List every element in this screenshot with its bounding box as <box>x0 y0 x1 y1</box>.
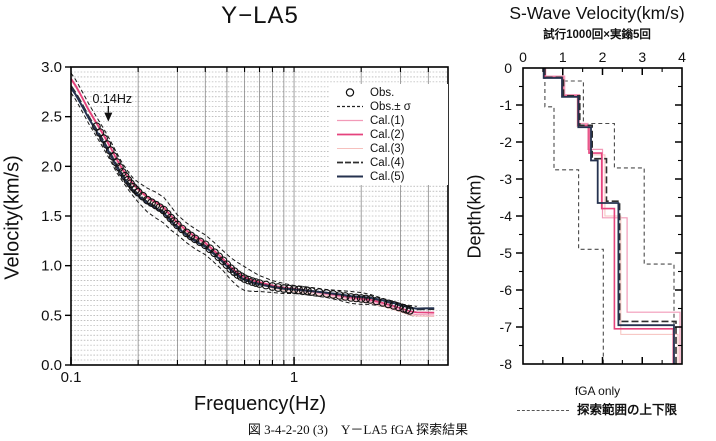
obs-points <box>92 122 415 315</box>
svg-text:-5: -5 <box>500 245 513 261</box>
legend-item-2: Obs.± σ <box>330 100 448 113</box>
legend-label: Obs. <box>370 86 395 99</box>
left-chart-legend: Obs. Obs.± σ Cal.(1) Cal.(2) Cal.(3) Cal.(4) C… <box>330 84 448 185</box>
svg-text:0.1: 0.1 <box>61 369 82 386</box>
figure-caption: 図 3-4-2-20 (3) Y－LA5 fGA 探索結果 <box>247 422 469 437</box>
svg-text:2.0: 2.0 <box>41 158 62 175</box>
legend-symbol-line <box>330 115 370 126</box>
left-x-axis-label: Frequency(Hz) <box>193 393 327 415</box>
profile-cal--5- <box>542 68 675 364</box>
profile-search-range-lower <box>544 68 604 364</box>
profile-cal--4- <box>544 68 677 364</box>
right-axes: 0 1 2 3 4 0 -1 -2 -3 -4 -5 -6 -7 -8 <box>500 49 687 372</box>
left-chart-title: Y−LA5 <box>221 2 299 29</box>
svg-text:0: 0 <box>519 49 527 65</box>
legend-item-3: Cal.(1) <box>330 114 448 127</box>
svg-text:0.5: 0.5 <box>41 307 62 324</box>
svg-text:2: 2 <box>599 49 607 65</box>
svg-text:-1: -1 <box>500 97 513 113</box>
svg-text:0: 0 <box>504 60 512 76</box>
search-range-legend: 探索範囲の上下限 <box>478 399 716 418</box>
right-chart-title: S-Wave Velocity(km/s) <box>509 3 685 23</box>
svg-text:1.5: 1.5 <box>41 208 62 225</box>
legend-symbol-line <box>330 129 370 140</box>
legend-symbol-circle <box>330 87 370 98</box>
profile-cal--3- <box>543 68 679 364</box>
legend-label: Cal.(4) <box>370 156 405 169</box>
svg-text:-7: -7 <box>500 319 513 335</box>
legend-item-1: Obs. <box>330 86 448 99</box>
legend-label: Cal.(3) <box>370 142 405 155</box>
left-y-axis-label: Velocity(km/s) <box>1 155 24 280</box>
legend-symbol-line <box>330 171 370 182</box>
legend-label: Obs.± σ <box>370 100 411 113</box>
svg-text:4: 4 <box>678 49 686 65</box>
profile-cal--1- <box>545 68 681 364</box>
right-y-axis-label: Depth(km) <box>464 174 485 259</box>
legend-item-5: Cal.(3) <box>330 142 448 155</box>
legend-label: Cal.(5) <box>370 170 405 183</box>
svg-text:-6: -6 <box>500 282 513 298</box>
search-range-legend-label: 探索範囲の上下限 <box>576 403 677 417</box>
fga-only-label: fGA only <box>574 384 621 398</box>
svg-text:1: 1 <box>290 369 298 386</box>
legend-label: Cal.(1) <box>370 114 405 127</box>
svg-text:3: 3 <box>638 49 646 65</box>
svg-text:0.14Hz: 0.14Hz <box>93 92 133 106</box>
svg-text:3.0: 3.0 <box>41 59 62 76</box>
legend-symbol-line <box>330 143 370 154</box>
svg-text:-4: -4 <box>500 208 513 224</box>
legend-item-7: Cal.(5) <box>330 170 448 183</box>
svg-text:1: 1 <box>559 49 567 65</box>
left-axes: 0.0 0.5 1.0 1.5 2.0 2.5 3.0 0.1 1 <box>41 59 449 386</box>
cal-curve-3 <box>70 78 435 314</box>
dashed-line-sample <box>516 409 569 412</box>
svg-text:2.5: 2.5 <box>41 109 62 126</box>
profile-search-range-upper <box>562 68 675 364</box>
legend-item-4: Cal.(2) <box>330 128 448 141</box>
legend-label: Cal.(2) <box>370 128 405 141</box>
legend-item-6: Cal.(4) <box>330 156 448 169</box>
legend-symbol-dashed <box>330 101 370 112</box>
legend-symbol-dashline <box>330 157 370 168</box>
svg-text:-3: -3 <box>500 171 513 187</box>
annotation-0-14hz: 0.14Hz <box>93 92 133 122</box>
svg-text:-2: -2 <box>500 134 513 150</box>
svg-text:0.0: 0.0 <box>41 357 62 374</box>
svg-text:1.0: 1.0 <box>41 258 62 275</box>
svg-text:-8: -8 <box>500 356 513 372</box>
obs-sigma-envelope <box>70 72 417 317</box>
right-chart-subtitle: 試行1000回×実鎓5回 <box>543 29 651 41</box>
